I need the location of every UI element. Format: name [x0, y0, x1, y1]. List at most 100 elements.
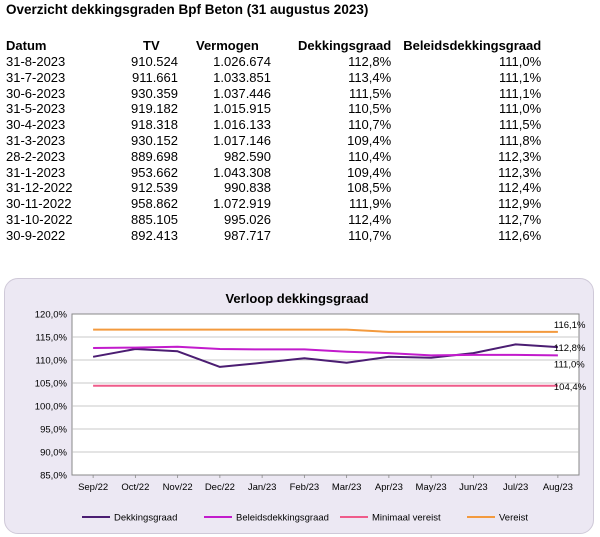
table-row: 31-3-2023 930.152 1.017.146 109,4% 111,8% — [0, 133, 541, 149]
cell-datum: 31-1-2023 — [6, 164, 66, 180]
cell-beleidsdekkingsgraad: 112,3% — [498, 148, 542, 164]
page-title: Overzicht dekkingsgraden Bpf Beton (31 a… — [6, 2, 369, 17]
coverage-table: Datum TV Vermogen Dekkingsgraad Beleidsd… — [0, 38, 541, 244]
cell-vermogen: 1.072.919 — [213, 196, 271, 212]
cell-dekkingsgraad: 109,4% — [347, 164, 392, 180]
legend-label: Minimaal vereist — [372, 513, 441, 524]
y-axis: 85,0% 90,0% 95,0% 100,0% 105,0% 110,0% 115,0% 1… — [35, 310, 68, 482]
series-line-dekkingsgraad — [92, 343, 558, 368]
x-tick-label: Jun/23 — [459, 482, 488, 493]
end-value-label: 112,8% — [554, 343, 586, 354]
cell-beleidsdekkingsgraad: 112,4% — [498, 180, 542, 196]
cell-tv: 918.318 — [131, 117, 178, 133]
cell-beleidsdekkingsgraad: 112,3% — [498, 164, 542, 180]
cell-beleidsdekkingsgraad: 111,1% — [499, 69, 542, 85]
cell-tv: 930.359 — [131, 85, 178, 101]
table-row: 31-12-2022 912.539 990.838 108,5% 112,4% — [0, 180, 541, 196]
cell-beleidsdekkingsgraad: 111,1% — [499, 85, 542, 101]
y-tick-label: 90,0% — [40, 448, 67, 459]
cell-tv: 958.862 — [131, 196, 178, 212]
cell-tv: 911.661 — [131, 69, 178, 85]
cell-tv: 953.662 — [131, 164, 178, 180]
cell-tv: 919.182 — [131, 101, 178, 117]
table-row: 31-1-2023 953.662 1.043.308 109,4% 112,3% — [0, 165, 541, 181]
cell-datum: 31-5-2023 — [6, 101, 66, 117]
x-axis: Sep/22 Oct/22 Nov/22 Dec/22 Jan/23 Feb/23 Mar/… — [78, 475, 573, 493]
legend-label: Vereist — [499, 513, 528, 524]
x-tick-label: Feb/23 — [290, 482, 320, 493]
cell-beleidsdekkingsgraad: 112,7% — [498, 211, 542, 227]
plot-area — [71, 313, 580, 476]
y-tick-label: 115,0% — [35, 333, 67, 344]
cell-datum: 30-11-2022 — [6, 196, 72, 212]
cell-beleidsdekkingsgraad: 111,0% — [499, 54, 542, 69]
cell-datum: 31-10-2022 — [6, 211, 73, 227]
table-row: 30-11-2022 958.862 1.072.919 111,9% 112,9% — [0, 196, 541, 212]
cell-vermogen: 1.037.446 — [213, 85, 271, 101]
cell-tv: 885.105 — [131, 211, 178, 227]
cell-dekkingsgraad: 112,8% — [348, 54, 392, 69]
cell-vermogen: 995.026 — [224, 211, 271, 227]
chart-legend: Dekkingsgraad Beleidsdekkingsgraad Minimaa… — [82, 513, 528, 524]
y-tick-label: 120,0% — [35, 310, 68, 321]
x-tick-label: Jan/23 — [248, 482, 277, 493]
legend-label: Dekkingsgraad — [114, 513, 177, 524]
cell-vermogen: 1.043.308 — [213, 164, 271, 180]
x-tick-label: Sep/22 — [78, 482, 108, 493]
column-header-beleidsdekkingsgraad: Beleidsdekkingsgraad — [403, 38, 542, 53]
cell-dekkingsgraad: 111,9% — [349, 196, 392, 212]
cell-datum: 31-8-2023 — [6, 54, 66, 69]
x-tick-label: Nov/22 — [163, 482, 193, 493]
cell-dekkingsgraad: 110,7% — [348, 117, 392, 133]
x-tick-label: Aug/23 — [543, 482, 573, 493]
cell-beleidsdekkingsgraad: 111,5% — [499, 117, 542, 133]
end-labels: 116,1% 112,8% 111,0% 104,4% — [554, 320, 587, 393]
x-tick-label: Mar/23 — [332, 482, 362, 493]
cell-datum: 31-3-2023 — [6, 132, 66, 148]
series-line-beleidsdekkingsgraad — [93, 345, 558, 357]
table-row: 31-10-2022 885.105 995.026 112,4% 112,7% — [0, 212, 541, 228]
end-value-label: 104,4% — [554, 382, 587, 393]
cell-vermogen: 1.033.851 — [213, 69, 271, 85]
x-tick-label: Jul/23 — [503, 482, 528, 493]
cell-datum: 28-2-2023 — [6, 148, 66, 164]
table-row: 30-4-2023 918.318 1.016.133 110,7% 111,5% — [0, 117, 541, 133]
y-tick-label: 95,0% — [40, 425, 67, 436]
cell-vermogen: 1.015.915 — [213, 101, 271, 117]
cell-tv: 892.413 — [131, 227, 178, 243]
column-header-vermogen: Vermogen — [196, 38, 259, 53]
table-row: 30-9-2022 892.413 987.717 110,7% 112,6% — [0, 228, 541, 244]
cell-tv: 912.539 — [131, 180, 178, 196]
cell-dekkingsgraad: 110,5% — [348, 101, 392, 117]
table-row: 31-5-2023 919.182 1.015.915 110,5% 111,0% — [0, 101, 541, 117]
x-tick-label: Apr/23 — [375, 482, 403, 493]
table-header-row: Datum TV Vermogen Dekkingsgraad Beleidsd… — [0, 38, 541, 54]
series-line-vereist — [93, 328, 558, 333]
column-header-dekkingsgraad: Dekkingsgraad — [298, 38, 392, 53]
cell-beleidsdekkingsgraad: 111,8% — [499, 132, 542, 148]
cell-datum: 31-12-2022 — [6, 180, 73, 196]
cell-datum: 30-9-2022 — [6, 227, 66, 243]
x-tick-label: Dec/22 — [205, 482, 235, 493]
cell-tv: 930.152 — [131, 132, 178, 148]
x-tick-label: Oct/22 — [121, 482, 149, 493]
cell-vermogen: 982.590 — [224, 148, 271, 164]
cell-beleidsdekkingsgraad: 111,0% — [499, 101, 542, 117]
cell-datum: 31-7-2023 — [6, 69, 66, 85]
table-row: 30-6-2023 930.359 1.037.446 111,5% 111,1% — [0, 86, 541, 102]
cell-vermogen: 1.016.133 — [213, 117, 271, 133]
chart-title: Verloop dekkingsgraad — [225, 291, 368, 306]
y-tick-label: 100,0% — [35, 402, 68, 413]
x-tick-label: May/23 — [416, 482, 447, 493]
cell-vermogen: 987.717 — [224, 227, 271, 243]
y-tick-label: 85,0% — [40, 471, 67, 482]
end-value-label: 111,0% — [554, 359, 585, 370]
table-row: 31-8-2023 910.524 1.026.674 112,8% 111,0% — [0, 54, 541, 70]
cell-tv: 889.698 — [131, 148, 178, 164]
cell-datum: 30-4-2023 — [6, 117, 66, 133]
cell-dekkingsgraad: 109,4% — [347, 132, 392, 148]
column-header-tv: TV — [143, 38, 160, 53]
table-row: 28-2-2023 889.698 982.590 110,4% 112,3% — [0, 149, 541, 165]
cell-dekkingsgraad: 110,4% — [348, 148, 392, 164]
column-header-datum: Datum — [6, 38, 47, 53]
